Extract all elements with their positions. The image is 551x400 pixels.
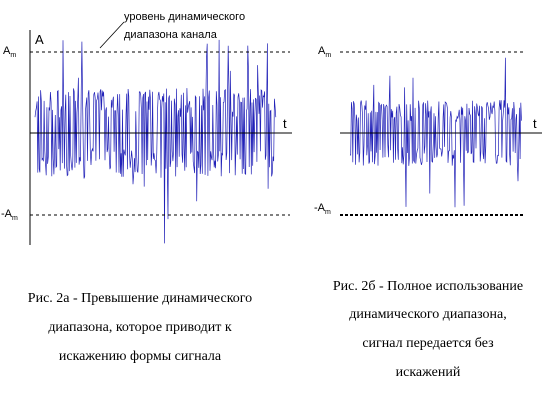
axis-label: t [533, 116, 537, 131]
right-panel: t Am -Am Рис. 2б - Полное использование … [314, 45, 542, 380]
caption: Рис. 2а - Превышение динамического [28, 291, 252, 306]
level-main: A [318, 45, 326, 57]
signal [349, 57, 522, 208]
left-panel: уровень динамического диапазона канала A… [1, 11, 292, 364]
level-sub: m [12, 215, 18, 222]
caption: динамического диапазона, [349, 307, 506, 322]
level-label: Am [318, 45, 331, 59]
caption: сигнал передается без [362, 336, 494, 351]
level-sub: m [325, 209, 331, 216]
level-label: -Am [1, 208, 18, 222]
axis-label: A [35, 32, 44, 47]
caption: искажений [396, 365, 461, 380]
level-main: -A [1, 208, 13, 220]
level-main: A [3, 45, 11, 57]
signal-trace [349, 57, 522, 208]
caption: искажению формы сигнала [59, 349, 222, 364]
level-label: Am [3, 45, 16, 59]
annotation: диапазона канала [124, 29, 218, 41]
level-sub: m [10, 52, 16, 59]
level-sub: m [325, 52, 331, 59]
caption: Рис. 2б - Полное использование [333, 279, 523, 294]
axis-label: t [283, 116, 287, 131]
level-main: -A [314, 202, 326, 214]
annotation: уровень динамического [124, 11, 245, 23]
leader-line [99, 21, 125, 49]
signal [34, 39, 277, 244]
caption: диапазона, которое приводит к [48, 320, 232, 335]
signal-trace [34, 39, 277, 244]
level-label: -Am [314, 202, 331, 216]
